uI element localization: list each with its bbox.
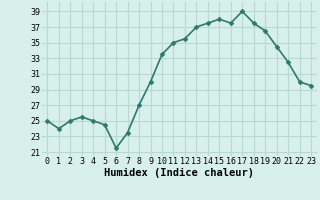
X-axis label: Humidex (Indice chaleur): Humidex (Indice chaleur) — [104, 168, 254, 178]
